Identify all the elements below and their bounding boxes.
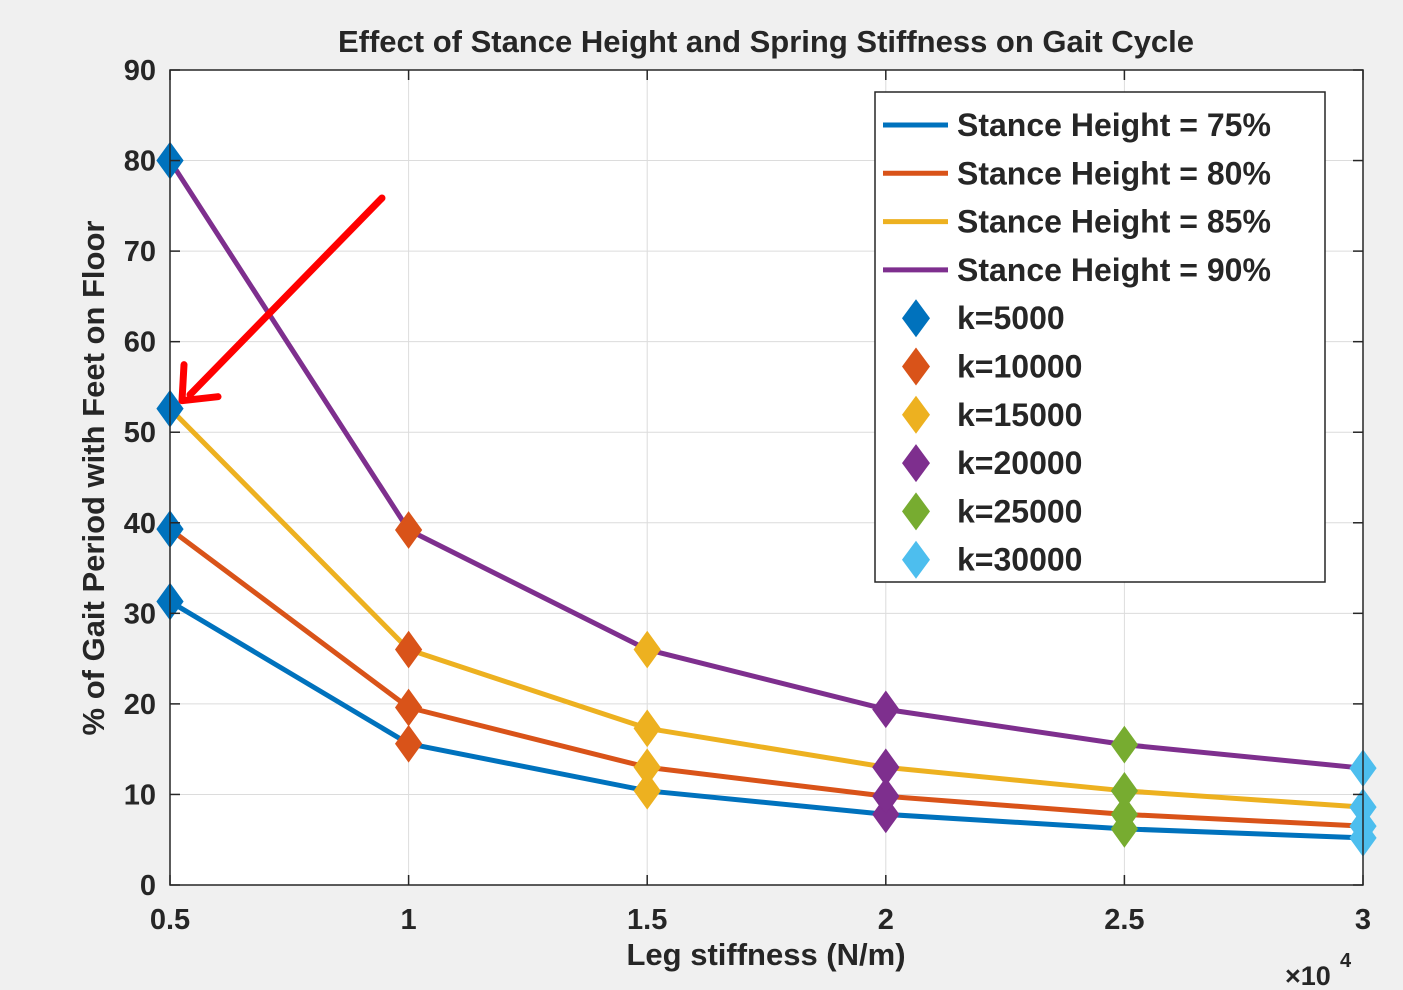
data-point-marker [633, 709, 661, 748]
legend: Stance Height = 75% Stance Height = 80% St… [874, 91, 1326, 583]
x-exponent-base: ×10 [1285, 961, 1331, 990]
annotation-arrow [178, 194, 386, 405]
axes-box [169, 69, 1364, 886]
legend-marker-swatch [902, 299, 930, 338]
data-point-marker [394, 511, 423, 549]
y-axis-ticks: 0 10 20 30 40 50 60 70 80 90 [124, 55, 1363, 902]
series-line [168, 527, 1364, 829]
data-point-marker [872, 690, 900, 729]
x-exponent-power: 4 [1340, 950, 1352, 972]
data-point-marker [1110, 795, 1139, 834]
legend-marker-swatch [902, 492, 930, 531]
data-point-marker [394, 630, 423, 669]
x-tick-label: 3 [1355, 904, 1371, 936]
x-tick-label: 0.5 [150, 904, 190, 936]
data-point-marker [394, 724, 423, 763]
x-tick-label: 2 [878, 904, 894, 936]
legend-entry: k=25000 [957, 493, 1082, 529]
data-point-marker [633, 748, 661, 787]
data-point-marker [633, 771, 661, 810]
legend-marker-swatch [902, 540, 930, 579]
x-tick-label: 1 [401, 904, 417, 936]
y-tick-label: 30 [124, 598, 156, 630]
y-tick-label: 10 [124, 779, 156, 811]
series-line [168, 406, 1364, 810]
y-tick-label: 0 [140, 870, 156, 902]
data-point-marker [1110, 771, 1139, 810]
data-point-marker [872, 777, 900, 816]
data-point-marker [394, 688, 423, 727]
legend-entry: Stance Height = 85% [957, 204, 1271, 240]
legend-entry: k=30000 [957, 542, 1082, 578]
y-tick-label: 50 [124, 417, 156, 449]
data-markers [156, 141, 1377, 857]
legend-entry: k=10000 [957, 349, 1082, 385]
series-line [167, 159, 1364, 771]
legend-entry: k=5000 [957, 300, 1065, 336]
y-tick-label: 80 [124, 146, 156, 178]
data-point-marker [633, 630, 661, 669]
x-axis-ticks: 0.5 1 1.5 2 2.5 3 [150, 70, 1371, 936]
legend-entry: Stance Height = 75% [957, 107, 1271, 143]
legend-entry: k=15000 [957, 397, 1082, 433]
x-tick-label: 2.5 [1104, 904, 1144, 936]
y-tick-label: 70 [124, 236, 156, 268]
legend-entry: k=20000 [957, 445, 1082, 481]
legend-entry: Stance Height = 90% [957, 252, 1271, 288]
data-point-marker [872, 748, 900, 787]
y-tick-label: 60 [124, 327, 156, 359]
y-tick-label: 40 [124, 508, 156, 540]
x-axis-label: Leg stiffness (N/m) [626, 937, 905, 972]
legend-box [874, 91, 1326, 583]
series-line [168, 599, 1364, 841]
legend-marker-swatch [902, 444, 930, 483]
y-tick-label: 90 [124, 55, 156, 87]
data-point-marker [1110, 725, 1139, 764]
x-tick-label: 1.5 [627, 904, 667, 936]
chart-title: Effect of Stance Height and Spring Stiff… [338, 24, 1194, 59]
y-axis-label: % of Gait Period with Feet on Floor [76, 221, 111, 736]
arrow-head [178, 361, 222, 405]
y-tick-label: 20 [124, 689, 156, 721]
legend-marker-swatch [902, 347, 930, 386]
arrow-shaft [186, 194, 386, 399]
series-lines [167, 159, 1364, 841]
legend-marker-swatch [902, 395, 930, 434]
legend-entry: Stance Height = 80% [957, 155, 1271, 191]
